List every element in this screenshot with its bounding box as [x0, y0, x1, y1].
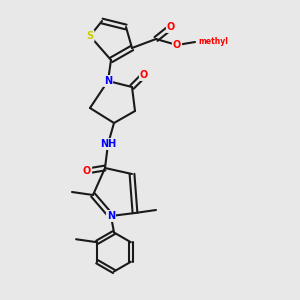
Text: O: O	[83, 166, 91, 176]
Text: O: O	[173, 40, 181, 50]
Text: S: S	[86, 31, 94, 41]
Text: methyl: methyl	[198, 38, 228, 46]
Text: NH: NH	[100, 139, 116, 149]
Text: N: N	[107, 211, 115, 221]
Text: O: O	[167, 22, 175, 32]
Text: N: N	[104, 76, 112, 86]
Text: O: O	[140, 70, 148, 80]
